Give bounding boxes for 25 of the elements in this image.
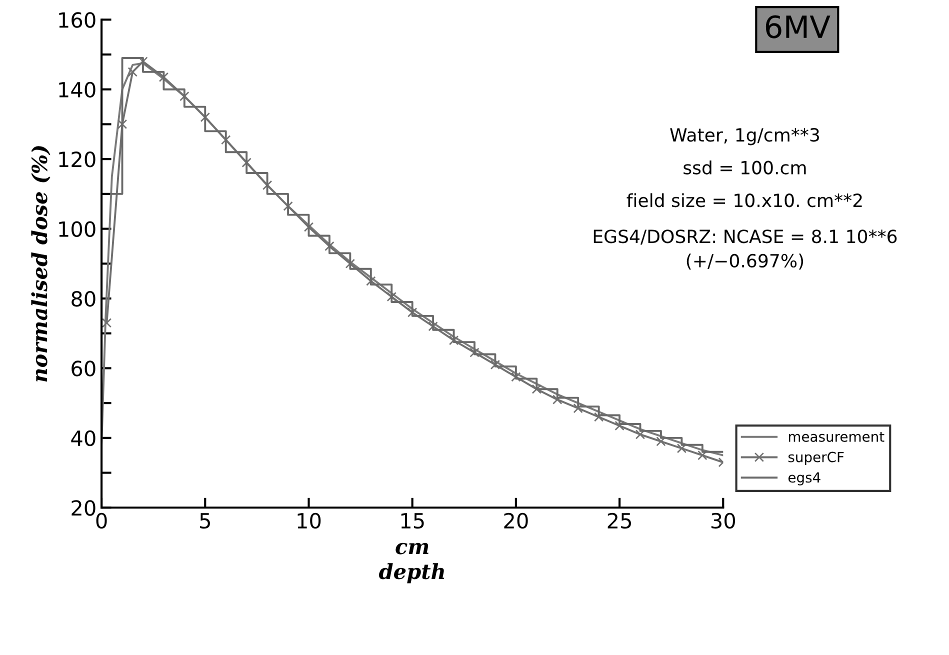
annotation: EGS4/DOSRZ: NCASE = 8.1 10**6 (+/−0.697%): [594, 230, 897, 270]
x-tick-label: 10: [298, 512, 321, 529]
legend-label: superCF: [788, 452, 844, 465]
y-tick-label: 40: [71, 430, 96, 446]
y-tick-label: 120: [59, 152, 96, 168]
x-tick-label: 30: [711, 512, 736, 529]
x-axis-title: cm depth: [378, 542, 444, 584]
legend-label: measurement: [788, 432, 884, 442]
x-tick-label: 0: [96, 512, 107, 529]
y-tick-label: 60: [72, 360, 96, 376]
annotation: Water, 1g/cm**3: [670, 128, 819, 146]
y-tick-label: 140: [59, 82, 96, 98]
y-tick-label: 100: [59, 221, 96, 237]
y-tick-label: 160: [59, 12, 96, 28]
annotation: ssd = 100.cm: [684, 160, 806, 174]
y-tick-label: 20: [72, 500, 96, 516]
annotation: field size = 10.x10. cm**2: [626, 193, 862, 208]
legend-label: egs4: [788, 472, 820, 486]
y-tick-label: 80: [72, 290, 96, 307]
x-tick-label: 20: [504, 512, 528, 529]
x-tick-label: 5: [200, 513, 210, 529]
x-tick-label: 15: [401, 513, 424, 529]
text: 6MV: [766, 15, 830, 38]
x-tick-label: 25: [608, 512, 631, 529]
y-axis-title: normalised dose (%): [31, 146, 50, 382]
